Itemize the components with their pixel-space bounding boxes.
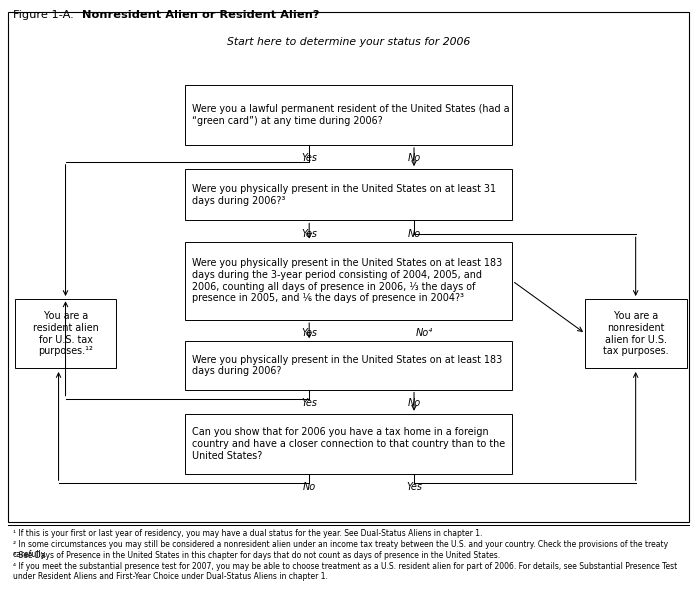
Text: Yes: Yes	[301, 398, 317, 408]
Text: You are a
resident alien
for U.S. tax
purposes.¹²: You are a resident alien for U.S. tax pu…	[33, 311, 99, 356]
Text: Were you physically present in the United States on at least 183
days during the: Were you physically present in the Unite…	[192, 259, 502, 303]
Bar	[585, 299, 687, 368]
Bar	[185, 242, 512, 320]
Text: Yes: Yes	[406, 483, 422, 492]
Text: Start here to determine your status for 2006: Start here to determine your status for …	[227, 37, 470, 47]
Text: Were you a lawful permanent resident of the United States (had a
“green card”) a: Were you a lawful permanent resident of …	[192, 104, 510, 126]
Text: Were you physically present in the United States on at least 183
days during 200: Were you physically present in the Unite…	[192, 355, 502, 376]
Text: ³ See Days of Presence in the United States in this chapter for days that do not: ³ See Days of Presence in the United Sta…	[13, 551, 500, 560]
Bar	[8, 12, 689, 522]
Text: Yes: Yes	[301, 153, 317, 163]
Text: No: No	[407, 229, 421, 239]
Bar	[15, 299, 116, 368]
Bar	[185, 341, 512, 390]
Text: No: No	[302, 483, 316, 492]
Text: Yes: Yes	[301, 229, 317, 239]
Text: Yes: Yes	[301, 329, 317, 338]
Text: Can you show that for 2006 you have a tax home in a foreign
country and have a c: Can you show that for 2006 you have a ta…	[192, 428, 505, 460]
Bar	[185, 169, 512, 220]
Text: No⁴: No⁴	[416, 329, 433, 338]
Bar	[185, 414, 512, 474]
Text: You are a
nonresident
alien for U.S.
tax purposes.: You are a nonresident alien for U.S. tax…	[603, 311, 669, 356]
Text: No: No	[407, 398, 421, 408]
Text: Nonresident Alien or Resident Alien?: Nonresident Alien or Resident Alien?	[82, 10, 320, 20]
Text: ¹ If this is your first or last year of residency, you may have a dual status fo: ¹ If this is your first or last year of …	[13, 529, 482, 538]
Text: No: No	[407, 153, 421, 163]
Text: ² In some circumstances you may still be considered a nonresident alien under an: ² In some circumstances you may still be…	[13, 540, 668, 559]
Bar	[185, 85, 512, 145]
Text: ⁴ If you meet the substantial presence test for 2007, you may be able to choose : ⁴ If you meet the substantial presence t…	[13, 562, 677, 581]
Text: Figure 1-A.: Figure 1-A.	[13, 10, 73, 20]
Text: Were you physically present in the United States on at least 31
days during 2006: Were you physically present in the Unite…	[192, 184, 496, 205]
